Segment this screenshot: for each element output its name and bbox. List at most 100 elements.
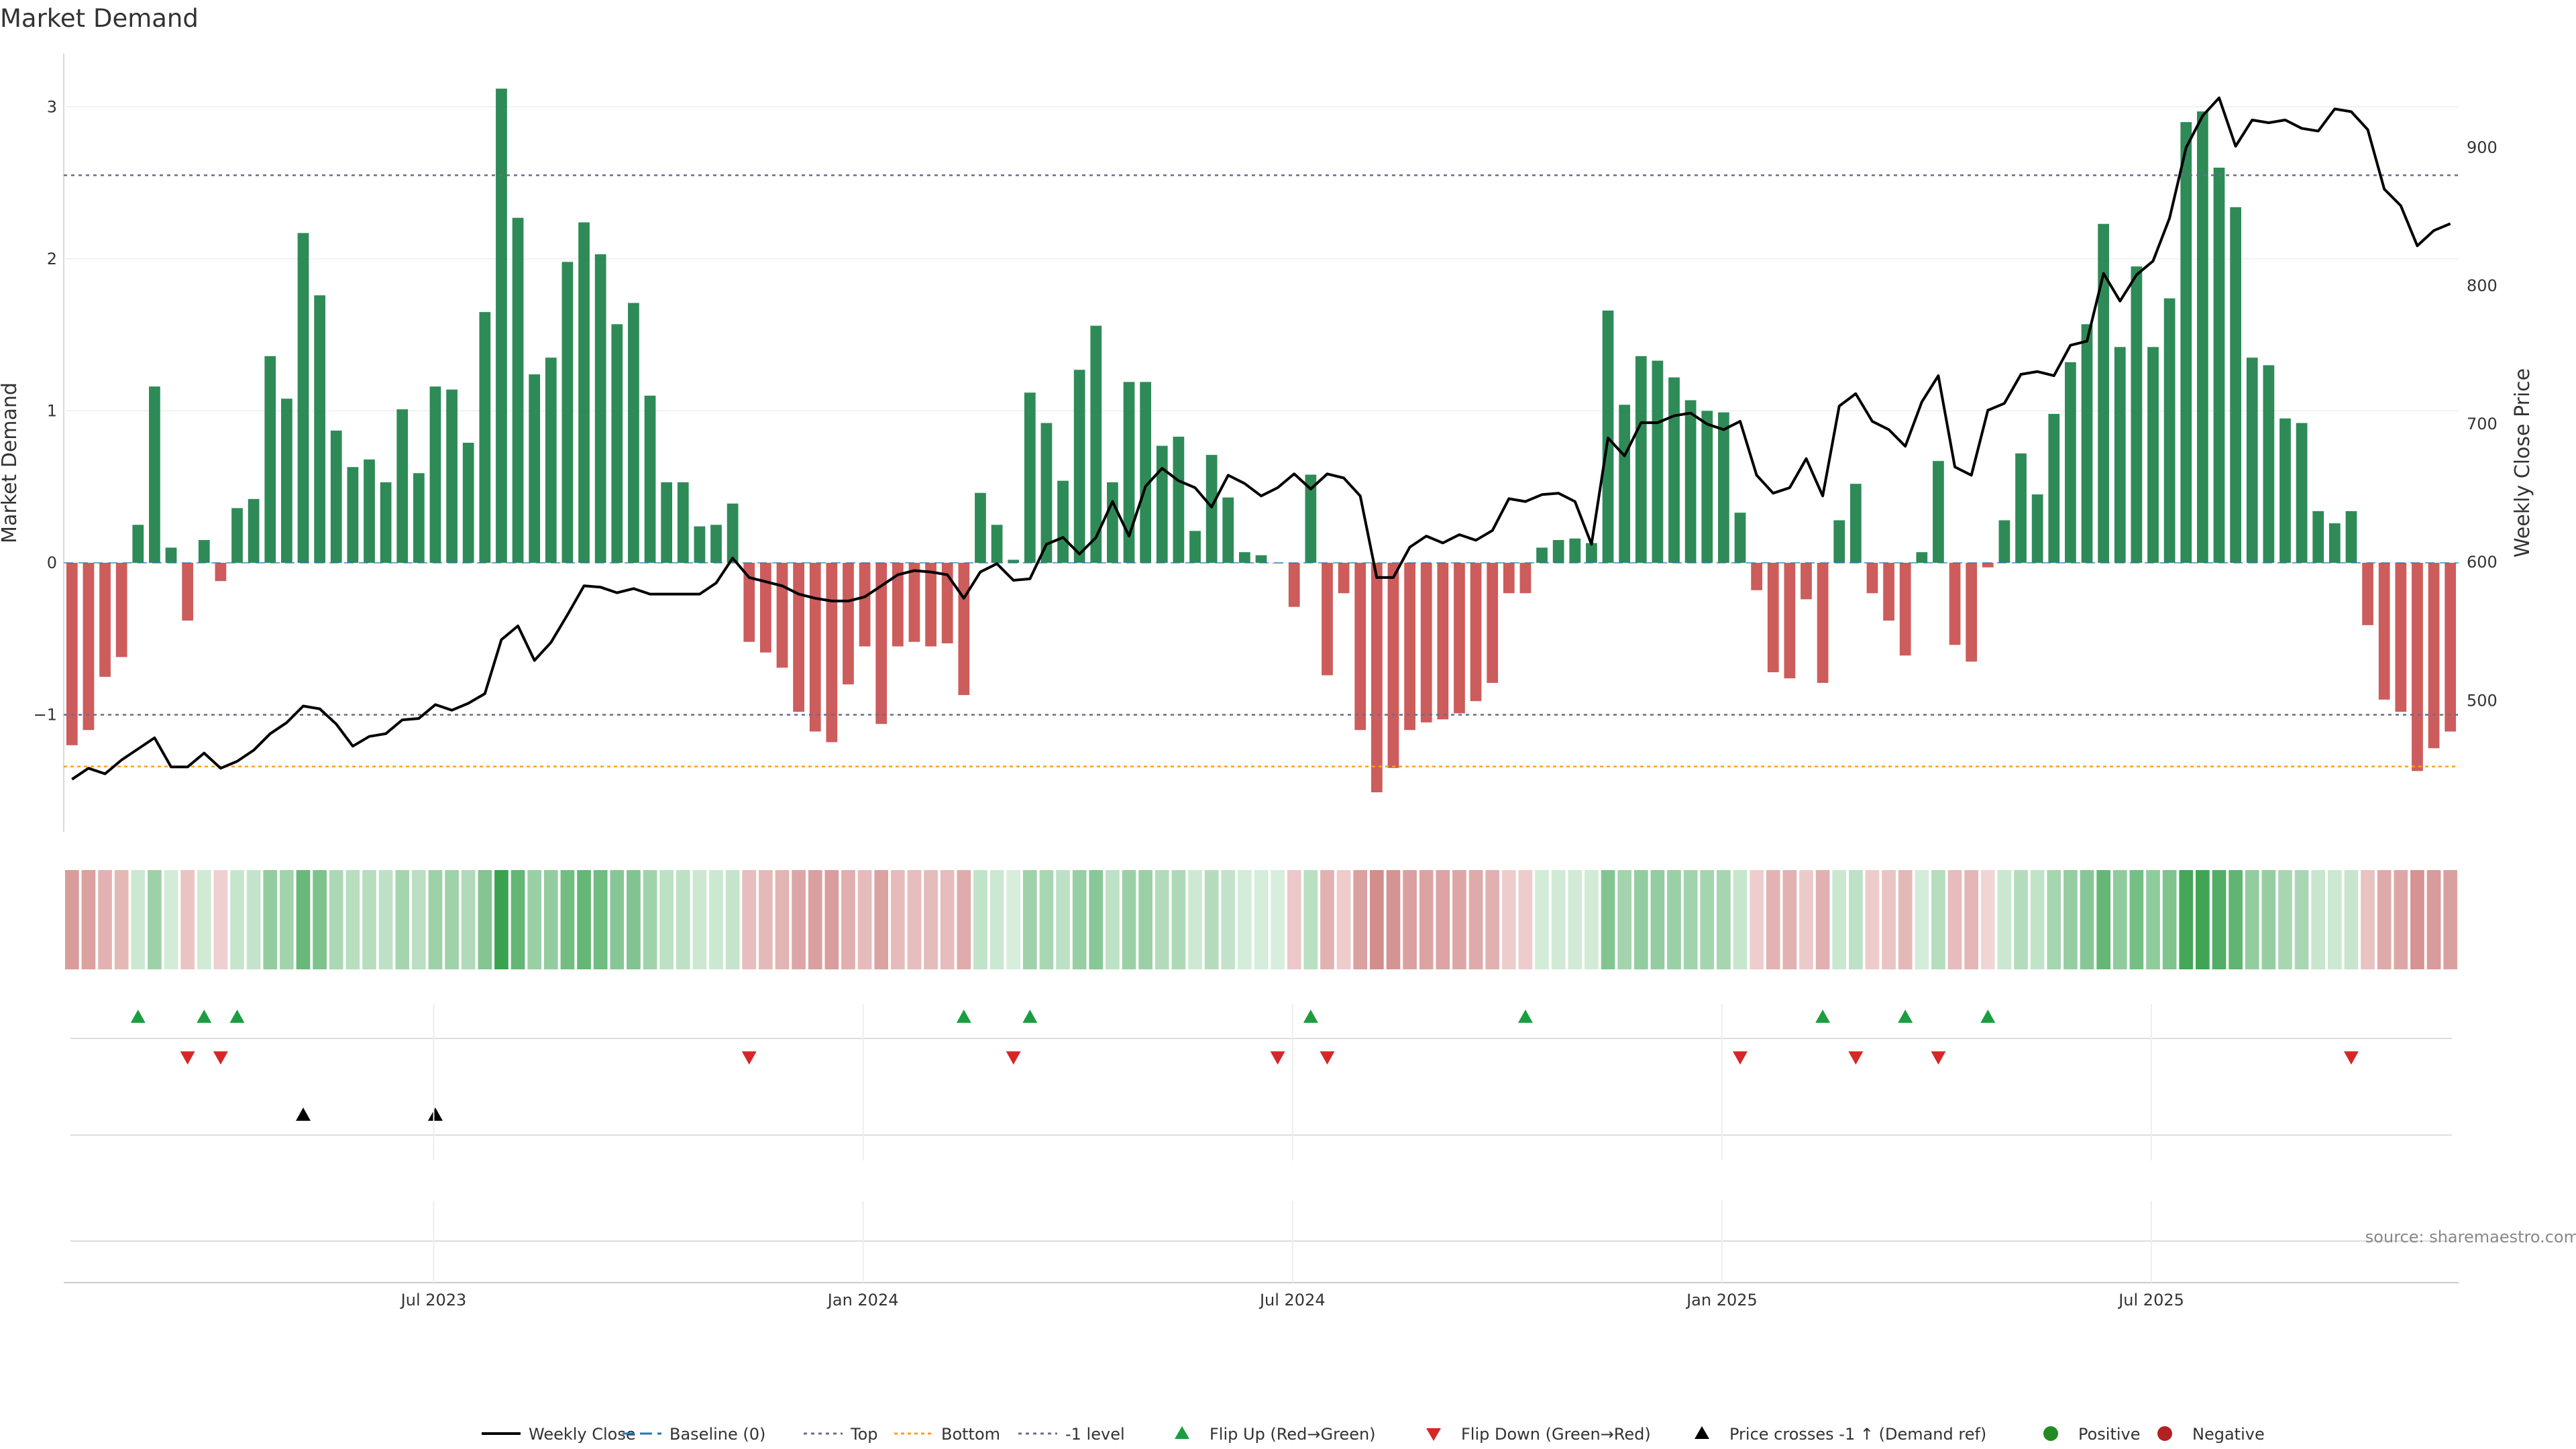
heat-cell — [1122, 870, 1136, 969]
demand-heat-row — [64, 870, 2458, 969]
positive-bar — [330, 430, 342, 563]
positive-bar — [677, 482, 689, 563]
heat-cell — [1915, 870, 1929, 969]
source-note: source: sharemaestro.com — [2365, 1228, 2576, 1246]
heat-cell — [98, 870, 112, 969]
legend-swatch — [2157, 1426, 2172, 1441]
negative-bar — [776, 562, 788, 668]
flip-down-marker — [2343, 1051, 2359, 1065]
heat-cell — [1535, 870, 1549, 969]
positive-bar — [1107, 482, 1118, 563]
positive-bar — [1189, 531, 1201, 563]
heat-cell — [2311, 870, 2326, 969]
negative-bar — [1387, 562, 1399, 768]
heat-cell — [2344, 870, 2359, 969]
positive-bar — [2213, 167, 2225, 563]
heat-cell — [1106, 870, 1120, 969]
positive-bar — [1255, 555, 1267, 563]
positive-bar — [694, 526, 706, 563]
negative-bar — [1883, 562, 1894, 621]
flip-down-marker — [213, 1051, 228, 1065]
heat-cell — [1964, 870, 1979, 969]
heat-cell — [1155, 870, 1169, 969]
legend-swatch — [1426, 1428, 1441, 1441]
legend-item-positive: Positive — [2043, 1425, 2141, 1444]
price-cross-marker — [296, 1108, 311, 1121]
negative-bar — [925, 562, 936, 647]
negative-bar — [843, 562, 854, 685]
heat-cell — [1039, 870, 1054, 969]
positive-bar — [2279, 418, 2291, 563]
heat-cell — [1551, 870, 1566, 969]
heat-cell — [2179, 870, 2194, 969]
heat-cell — [263, 870, 278, 969]
positive-bar — [512, 217, 524, 563]
heat-cell — [1997, 870, 2012, 969]
positive-bar — [1057, 480, 1069, 563]
heat-cell — [197, 870, 211, 969]
negative-bar — [2395, 562, 2407, 712]
positive-bar — [1586, 543, 1597, 563]
positive-bar — [2163, 298, 2176, 563]
heat-cell — [1733, 870, 1748, 969]
reference-levels — [64, 174, 2459, 767]
heat-cell — [1403, 870, 1417, 969]
heat-cell — [362, 870, 376, 969]
positive-bar — [1305, 474, 1317, 563]
negative-bar — [859, 562, 871, 647]
heat-cell — [329, 870, 343, 969]
positive-bar — [578, 222, 590, 563]
flip-up-marker — [229, 1010, 245, 1023]
positive-bar — [1552, 540, 1564, 563]
heat-cell — [1882, 870, 1896, 969]
heat-cell — [1568, 870, 1582, 969]
negative-bar — [1751, 562, 1762, 590]
legend-label: Price crosses -1 ↑ (Demand ref) — [1729, 1425, 1986, 1444]
positive-bar — [281, 398, 292, 563]
legend-swatch — [1695, 1426, 1709, 1439]
legend-item-negative: Negative — [2157, 1425, 2265, 1444]
heat-cell — [2196, 870, 2210, 969]
positive-bar — [248, 498, 260, 563]
heat-cell — [857, 870, 872, 969]
heat-cell — [1271, 870, 1285, 969]
x-axis-ticks: Jul 2023 Jan 2024 Jul 2024 Jan 2025 Jul 2025 — [64, 1004, 2459, 1309]
heat-cell — [1056, 870, 1070, 969]
positive-bar — [2180, 121, 2192, 563]
heat-cell — [428, 870, 443, 969]
legend-item-price_cross: Price crosses -1 ↑ (Demand ref) — [1695, 1425, 1986, 1444]
legend-item-bottom: Bottom — [894, 1425, 1000, 1444]
positive-bar — [2230, 207, 2241, 563]
positive-bar — [1833, 520, 1845, 563]
heat-cell — [1898, 870, 1913, 969]
heat-cell — [296, 870, 311, 969]
legend-label: Weekly Close — [529, 1425, 636, 1444]
heat-cell — [543, 870, 558, 969]
flip-up-marker — [1022, 1010, 1038, 1023]
positive-bar — [297, 233, 309, 563]
negative-bar — [958, 562, 970, 696]
legend-label: -1 level — [1065, 1425, 1125, 1444]
heat-cell — [2377, 870, 2392, 969]
heat-cell — [2294, 870, 2309, 969]
heat-cell — [1188, 870, 1202, 969]
positive-bar — [2131, 266, 2143, 563]
positive-bar — [1933, 461, 1944, 563]
heat-cell — [280, 870, 294, 969]
heat-cell — [742, 870, 757, 969]
heat-cell — [1320, 870, 1334, 969]
negative-bar — [2378, 562, 2390, 700]
negative-bar — [760, 562, 771, 653]
legend: Weekly Close Baseline (0) Top Bottom -1 leve… — [482, 1425, 2265, 1444]
heat-cell — [891, 870, 905, 969]
positive-bar — [710, 525, 722, 563]
heat-cell — [808, 870, 822, 969]
heat-cell — [841, 870, 855, 969]
positive-bar — [727, 503, 739, 563]
heat-cell — [1650, 870, 1665, 969]
legend-label: Baseline (0) — [669, 1425, 765, 1444]
positive-bar — [347, 467, 359, 563]
positive-bar — [545, 358, 557, 563]
heat-cell — [2112, 870, 2127, 969]
positive-bar — [1173, 436, 1185, 563]
